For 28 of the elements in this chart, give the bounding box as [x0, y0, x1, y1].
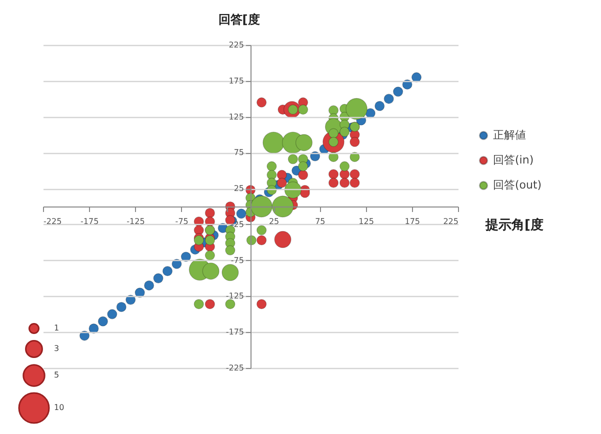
legend-label: 回答(out): [493, 178, 542, 192]
y-tick-label: 75: [234, 148, 244, 158]
legend-label: 10: [54, 403, 64, 412]
x-tick-label: -75: [175, 217, 188, 226]
x-tick-label: -225: [44, 217, 62, 226]
x-tick-label: 25: [268, 217, 280, 226]
y-tick-label: 225: [228, 40, 244, 50]
y-tick-label: -125: [226, 292, 244, 301]
y-axis-title: 回答[度: [218, 12, 260, 26]
y-tick-label: -75: [230, 256, 244, 265]
x-tick-label: 175: [404, 217, 420, 226]
legend-label: 3: [54, 344, 60, 353]
y-tick-label: -225: [226, 364, 244, 372]
legend-label: 5: [54, 370, 60, 380]
y-tick-label: -175: [226, 328, 244, 337]
x-axis-title: 提示角[度: [484, 217, 544, 233]
y-tick-label: 175: [228, 76, 244, 86]
x-tick-label: 125: [358, 217, 374, 226]
x-tick-label: -175: [80, 217, 99, 226]
legend-label: 1: [54, 324, 60, 332]
x-tick-label: -125: [126, 217, 145, 226]
legend-label: 正解値: [493, 128, 526, 142]
legend-label: 回答(in): [493, 154, 534, 166]
x-tick-label: 225: [443, 217, 458, 226]
x-tick-label: 75: [315, 217, 326, 226]
y-tick-label: -25: [230, 220, 244, 229]
y-tick-label: 25: [234, 184, 244, 194]
y-tick-label: 125: [228, 112, 244, 122]
